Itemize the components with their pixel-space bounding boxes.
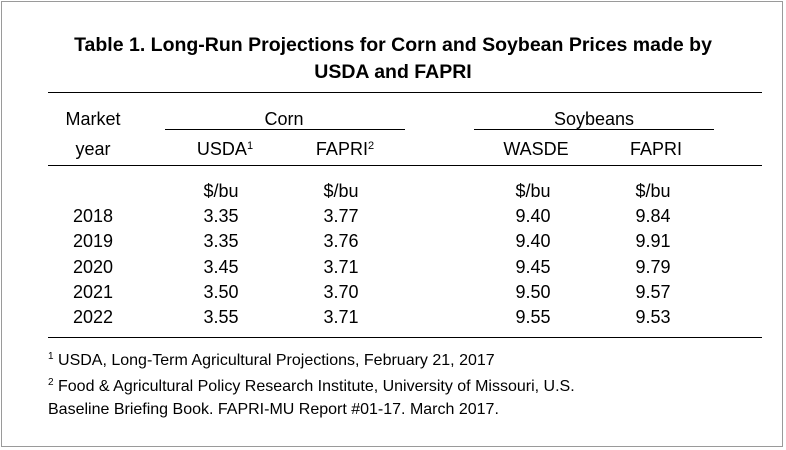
footnote-ref-2: 2 — [367, 140, 375, 152]
row-year: 2020 — [72, 257, 114, 277]
row-value: 9.55 — [515, 307, 551, 327]
footnote-ref-1: 1 — [246, 140, 254, 152]
header-corn-usda: USDA1 — [197, 139, 253, 159]
header-group-soybeans: Soybeans — [553, 109, 635, 129]
header-corn-fapri-label: FAPRI — [315, 139, 368, 159]
row-value: 9.50 — [515, 282, 551, 302]
row-value: 3.45 — [203, 257, 239, 277]
row-value: 9.84 — [635, 206, 671, 226]
header-soy-fapri: FAPRI — [629, 139, 683, 159]
footnote-2-continued: Baseline Briefing Book. FAPRI-MU Report … — [48, 401, 499, 418]
row-value: 3.70 — [323, 282, 359, 302]
unit-cell: $/bu — [203, 181, 239, 201]
row-value: 3.71 — [323, 307, 359, 327]
footnote-2: 2 Food & Agricultural Policy Research In… — [48, 377, 575, 397]
row-value: 9.91 — [635, 231, 671, 251]
unit-cell: $/bu — [323, 181, 359, 201]
unit-cell: $/bu — [635, 181, 671, 201]
header-rule — [48, 165, 762, 166]
header-year: year — [75, 139, 111, 159]
row-value: 3.35 — [203, 231, 239, 251]
row-value: 3.76 — [323, 231, 359, 251]
header-corn-fapri: FAPRI2 — [316, 139, 374, 159]
footnote-2-text: Food & Agricultural Policy Research Inst… — [53, 378, 575, 395]
footnote-1: 1 USDA, Long-Term Agricultural Projectio… — [48, 351, 495, 371]
soybeans-group-rule — [474, 129, 714, 130]
row-year: 2021 — [72, 282, 114, 302]
corn-group-rule — [165, 129, 405, 130]
top-rule — [48, 92, 762, 93]
unit-cell: $/bu — [515, 181, 551, 201]
title-line-2: USDA and FAPRI — [314, 61, 472, 83]
bottom-rule — [48, 337, 762, 338]
header-market: Market — [65, 109, 121, 129]
row-year: 2018 — [72, 206, 114, 226]
footnote-1-text: USDA, Long-Term Agricultural Projections… — [53, 352, 495, 369]
row-value: 9.79 — [635, 257, 671, 277]
row-value: 3.77 — [323, 206, 359, 226]
row-value: 3.71 — [323, 257, 359, 277]
row-value: 3.50 — [203, 282, 239, 302]
row-value: 9.53 — [635, 307, 671, 327]
row-value: 3.55 — [203, 307, 239, 327]
row-value: 3.35 — [203, 206, 239, 226]
row-value: 9.40 — [515, 206, 551, 226]
footnote-1-mark: 1 — [48, 351, 54, 362]
header-corn-usda-label: USDA — [196, 139, 247, 159]
row-value: 9.45 — [515, 257, 551, 277]
header-soy-wasde: WASDE — [503, 139, 569, 159]
footnote-2-mark: 2 — [48, 377, 54, 388]
row-value: 9.57 — [635, 282, 671, 302]
table-title: Table 1. Long-Run Projections for Corn a… — [20, 32, 766, 86]
title-line-1: Table 1. Long-Run Projections for Corn a… — [74, 34, 712, 56]
row-year: 2022 — [72, 307, 114, 327]
header-group-corn: Corn — [264, 109, 304, 129]
row-value: 9.40 — [515, 231, 551, 251]
row-year: 2019 — [72, 231, 114, 251]
